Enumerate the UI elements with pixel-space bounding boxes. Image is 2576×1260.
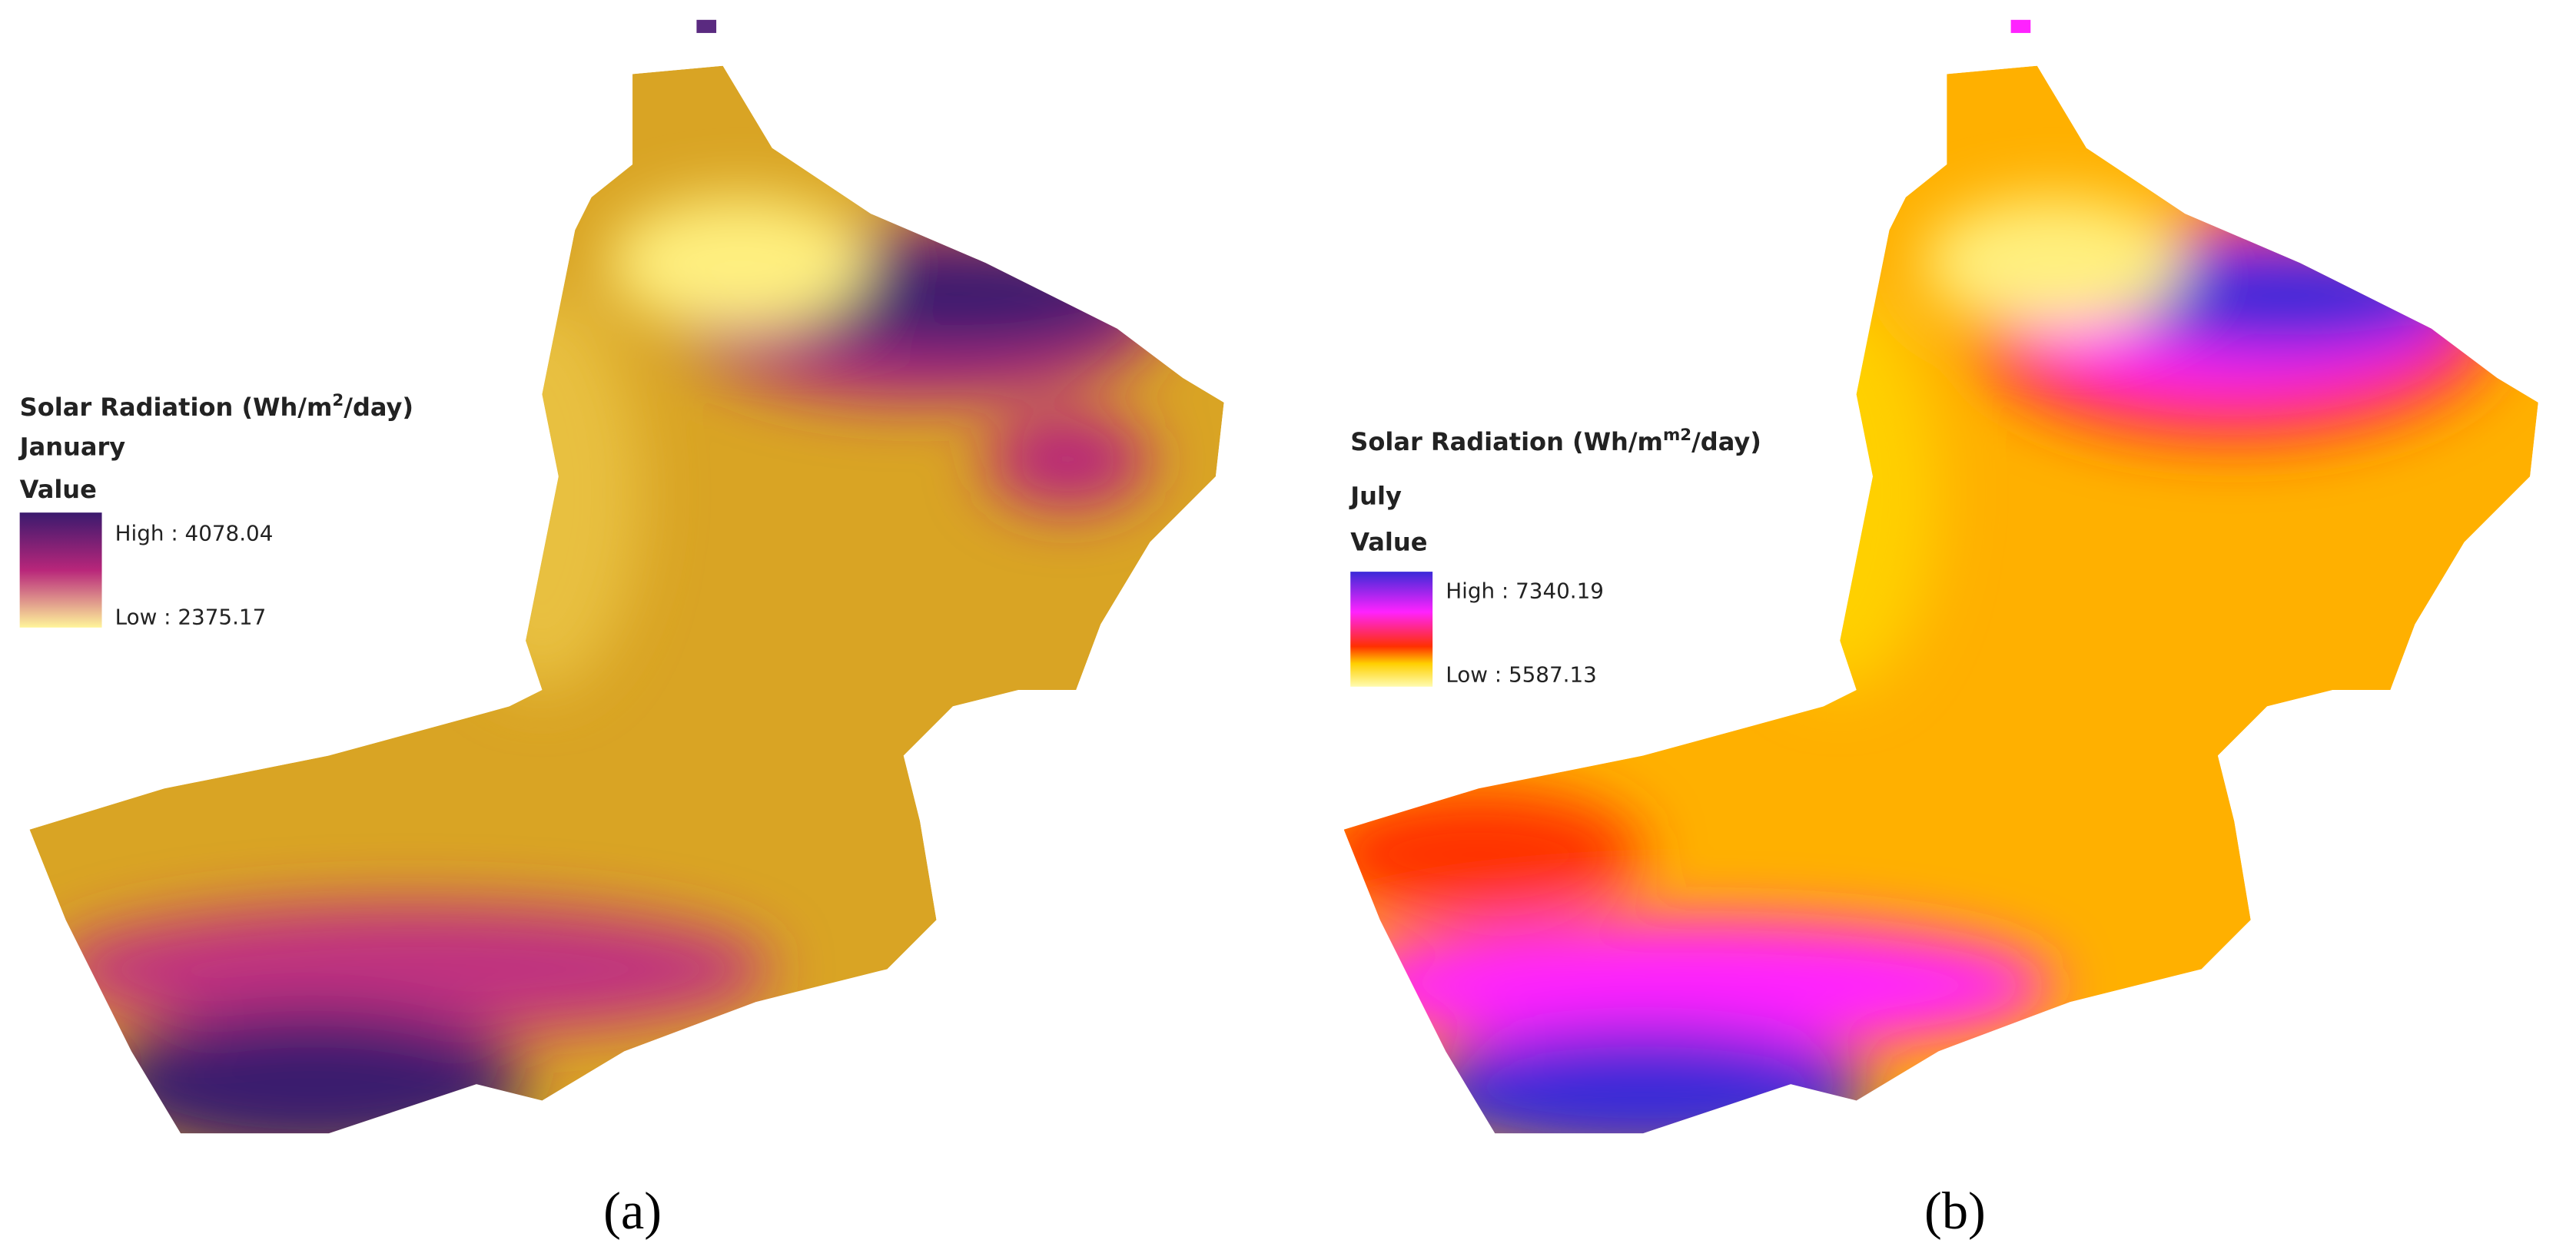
legend-title-text: Solar Radiation (Wh/m (20, 393, 333, 422)
legend-title-superscript: m2 (1663, 426, 1691, 445)
legend-period: July (1349, 481, 1402, 510)
legend-field: Value (1350, 527, 1427, 556)
panel-caption: (b) (1924, 1182, 1986, 1240)
legend-title: Solar Radiation (Wh/m2/day) (20, 391, 413, 422)
legend-title-text: Solar Radiation (Wh/m (1350, 427, 1663, 456)
legend-high: High : 7340.19 (1446, 578, 1604, 603)
legend-low: Low : 5587.13 (1446, 662, 1597, 687)
legend-high: High : 4078.04 (115, 520, 274, 545)
legend-color-ramp (19, 512, 102, 628)
panel-caption: (a) (603, 1182, 662, 1240)
legend-low: Low : 2375.17 (115, 605, 267, 630)
legend-color-ramp (1350, 572, 1433, 687)
legend: Solar Radiation (Wh/mm2/day) July Value … (1349, 426, 1761, 687)
legend: Solar Radiation (Wh/m2/day) January Valu… (18, 391, 413, 629)
legend-title-text: /day) (1691, 427, 1761, 456)
legend-period: January (18, 432, 126, 461)
legend-title: Solar Radiation (Wh/mm2/day) (1350, 426, 1761, 456)
legend-title-text: /day) (344, 393, 413, 422)
legend-title-superscript: 2 (332, 391, 344, 410)
legend-field: Value (20, 475, 97, 504)
map-january (29, 19, 1224, 1134)
